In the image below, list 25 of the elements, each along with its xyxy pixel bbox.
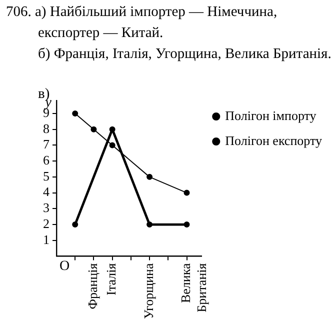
point: [146, 222, 153, 228]
text: O: [60, 258, 70, 274]
y-tick-label: 5: [43, 168, 50, 184]
legend-label: Полігон експорту: [225, 132, 322, 148]
y-tick-label: 6: [43, 152, 50, 168]
y-tick-label: 2: [43, 216, 50, 231]
x-tick-label: Угорщина: [140, 263, 156, 319]
y-tick-label: 4: [43, 184, 50, 200]
point: [90, 126, 97, 132]
y-tick-label: 8: [43, 120, 50, 136]
point: [146, 174, 153, 180]
point: [109, 142, 116, 148]
x-tick-label: Велика Британія: [178, 263, 209, 312]
chart-subtitle: б) Франція, Італія, Угорщина, Велика Британія.: [37, 45, 332, 64]
point: [184, 222, 190, 228]
chart-title: 706. а) Найбільший імпортер — Німеччина, експортер — Китай.: [6, 3, 278, 43]
point: [184, 190, 190, 196]
point: [72, 110, 78, 116]
x-tick-label: Франція: [85, 263, 100, 310]
legend-label: Полігон імпорту: [225, 108, 317, 123]
point: [72, 222, 78, 228]
y-tick-label: 3: [43, 200, 50, 216]
y-tick-label: 1: [43, 232, 50, 247]
y-tick-label: 7: [43, 136, 50, 152]
x-tick-label: Італія: [104, 263, 119, 296]
